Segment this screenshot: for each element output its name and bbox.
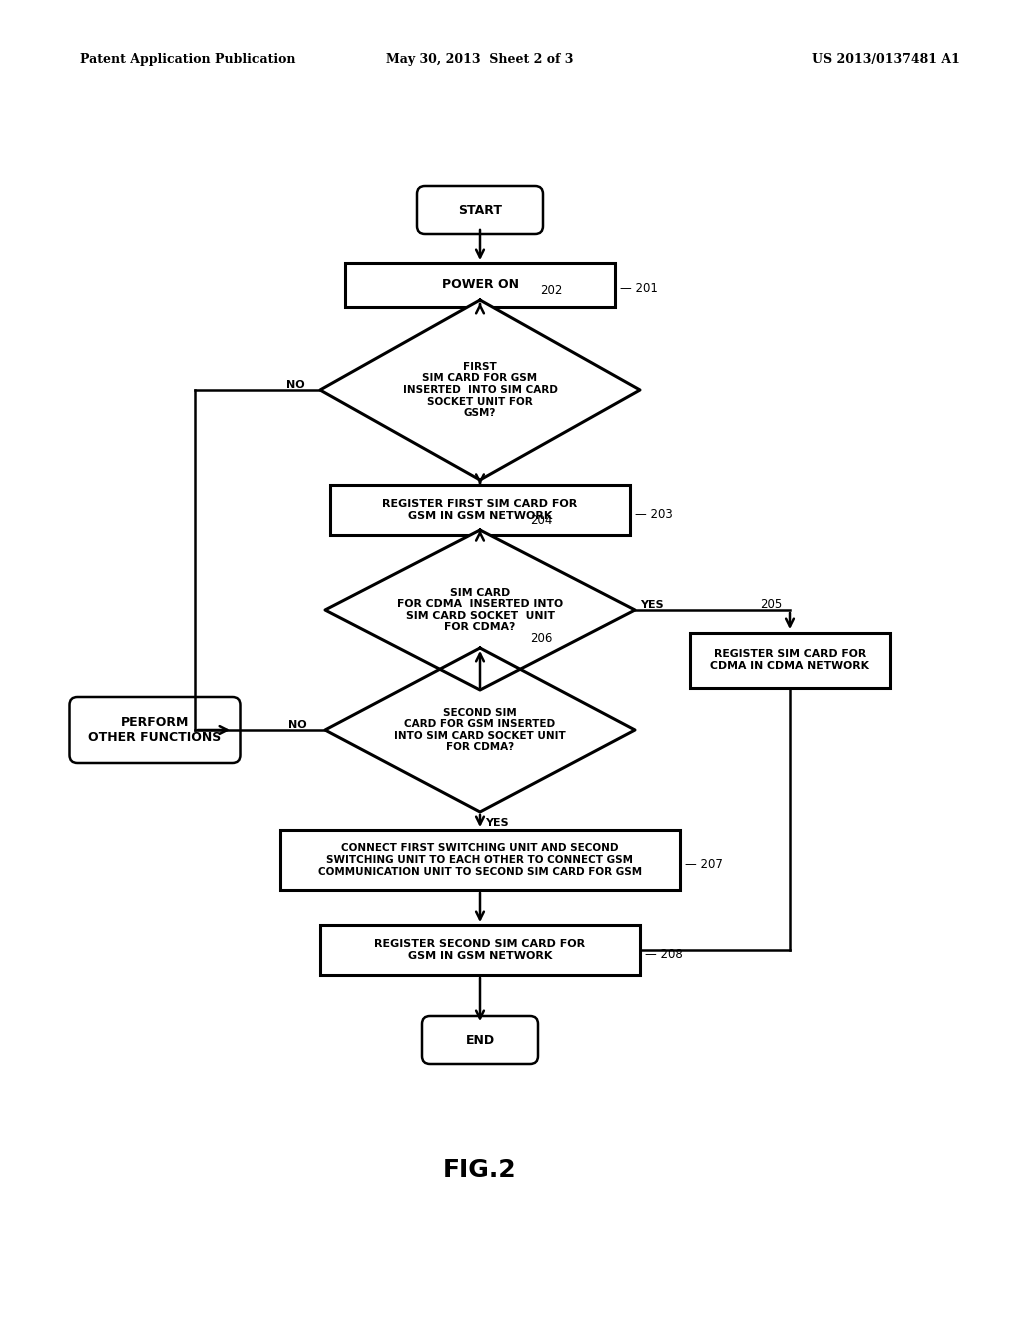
FancyBboxPatch shape bbox=[330, 484, 630, 535]
Text: 202: 202 bbox=[540, 284, 562, 297]
Text: SECOND SIM
CARD FOR GSM INSERTED
INTO SIM CARD SOCKET UNIT
FOR CDMA?: SECOND SIM CARD FOR GSM INSERTED INTO SI… bbox=[394, 708, 566, 752]
FancyBboxPatch shape bbox=[422, 1016, 538, 1064]
Text: FIRST
SIM CARD FOR GSM
INSERTED  INTO SIM CARD
SOCKET UNIT FOR
GSM?: FIRST SIM CARD FOR GSM INSERTED INTO SIM… bbox=[402, 362, 557, 418]
Text: 206: 206 bbox=[530, 631, 552, 644]
FancyBboxPatch shape bbox=[417, 186, 543, 234]
Text: 204: 204 bbox=[530, 513, 552, 527]
Polygon shape bbox=[325, 648, 635, 812]
Text: START: START bbox=[458, 203, 502, 216]
Text: CONNECT FIRST SWITCHING UNIT AND SECOND
SWITCHING UNIT TO EACH OTHER TO CONNECT : CONNECT FIRST SWITCHING UNIT AND SECOND … bbox=[317, 843, 642, 876]
Text: NO: NO bbox=[287, 380, 305, 389]
Text: YES: YES bbox=[485, 490, 509, 500]
Text: YES: YES bbox=[485, 818, 509, 828]
Text: — 207: — 207 bbox=[685, 858, 723, 870]
Text: PERFORM
OTHER FUNCTIONS: PERFORM OTHER FUNCTIONS bbox=[88, 715, 221, 744]
FancyBboxPatch shape bbox=[319, 925, 640, 975]
Text: 205: 205 bbox=[760, 598, 782, 611]
Text: REGISTER SIM CARD FOR
CDMA IN CDMA NETWORK: REGISTER SIM CARD FOR CDMA IN CDMA NETWO… bbox=[711, 649, 869, 671]
Text: REGISTER SECOND SIM CARD FOR
GSM IN GSM NETWORK: REGISTER SECOND SIM CARD FOR GSM IN GSM … bbox=[375, 940, 586, 961]
Text: SIM CARD
FOR CDMA  INSERTED INTO
SIM CARD SOCKET  UNIT
FOR CDMA?: SIM CARD FOR CDMA INSERTED INTO SIM CARD… bbox=[397, 587, 563, 632]
Polygon shape bbox=[325, 531, 635, 690]
FancyBboxPatch shape bbox=[345, 263, 615, 308]
Text: FIG.2: FIG.2 bbox=[443, 1158, 517, 1181]
Text: — 208: — 208 bbox=[645, 948, 683, 961]
Text: NO: NO bbox=[485, 698, 504, 708]
FancyBboxPatch shape bbox=[70, 697, 241, 763]
FancyBboxPatch shape bbox=[280, 830, 680, 890]
Text: US 2013/0137481 A1: US 2013/0137481 A1 bbox=[812, 54, 961, 66]
FancyBboxPatch shape bbox=[690, 632, 890, 688]
Text: POWER ON: POWER ON bbox=[441, 279, 518, 292]
Text: Patent Application Publication: Patent Application Publication bbox=[80, 54, 296, 66]
Text: May 30, 2013  Sheet 2 of 3: May 30, 2013 Sheet 2 of 3 bbox=[386, 54, 573, 66]
Text: REGISTER FIRST SIM CARD FOR
GSM IN GSM NETWORK: REGISTER FIRST SIM CARD FOR GSM IN GSM N… bbox=[382, 499, 578, 521]
Text: END: END bbox=[466, 1034, 495, 1047]
Text: — 201: — 201 bbox=[620, 282, 657, 296]
Text: YES: YES bbox=[640, 601, 664, 610]
Text: — 203: — 203 bbox=[635, 507, 673, 520]
Polygon shape bbox=[319, 300, 640, 480]
Text: NO: NO bbox=[289, 719, 307, 730]
